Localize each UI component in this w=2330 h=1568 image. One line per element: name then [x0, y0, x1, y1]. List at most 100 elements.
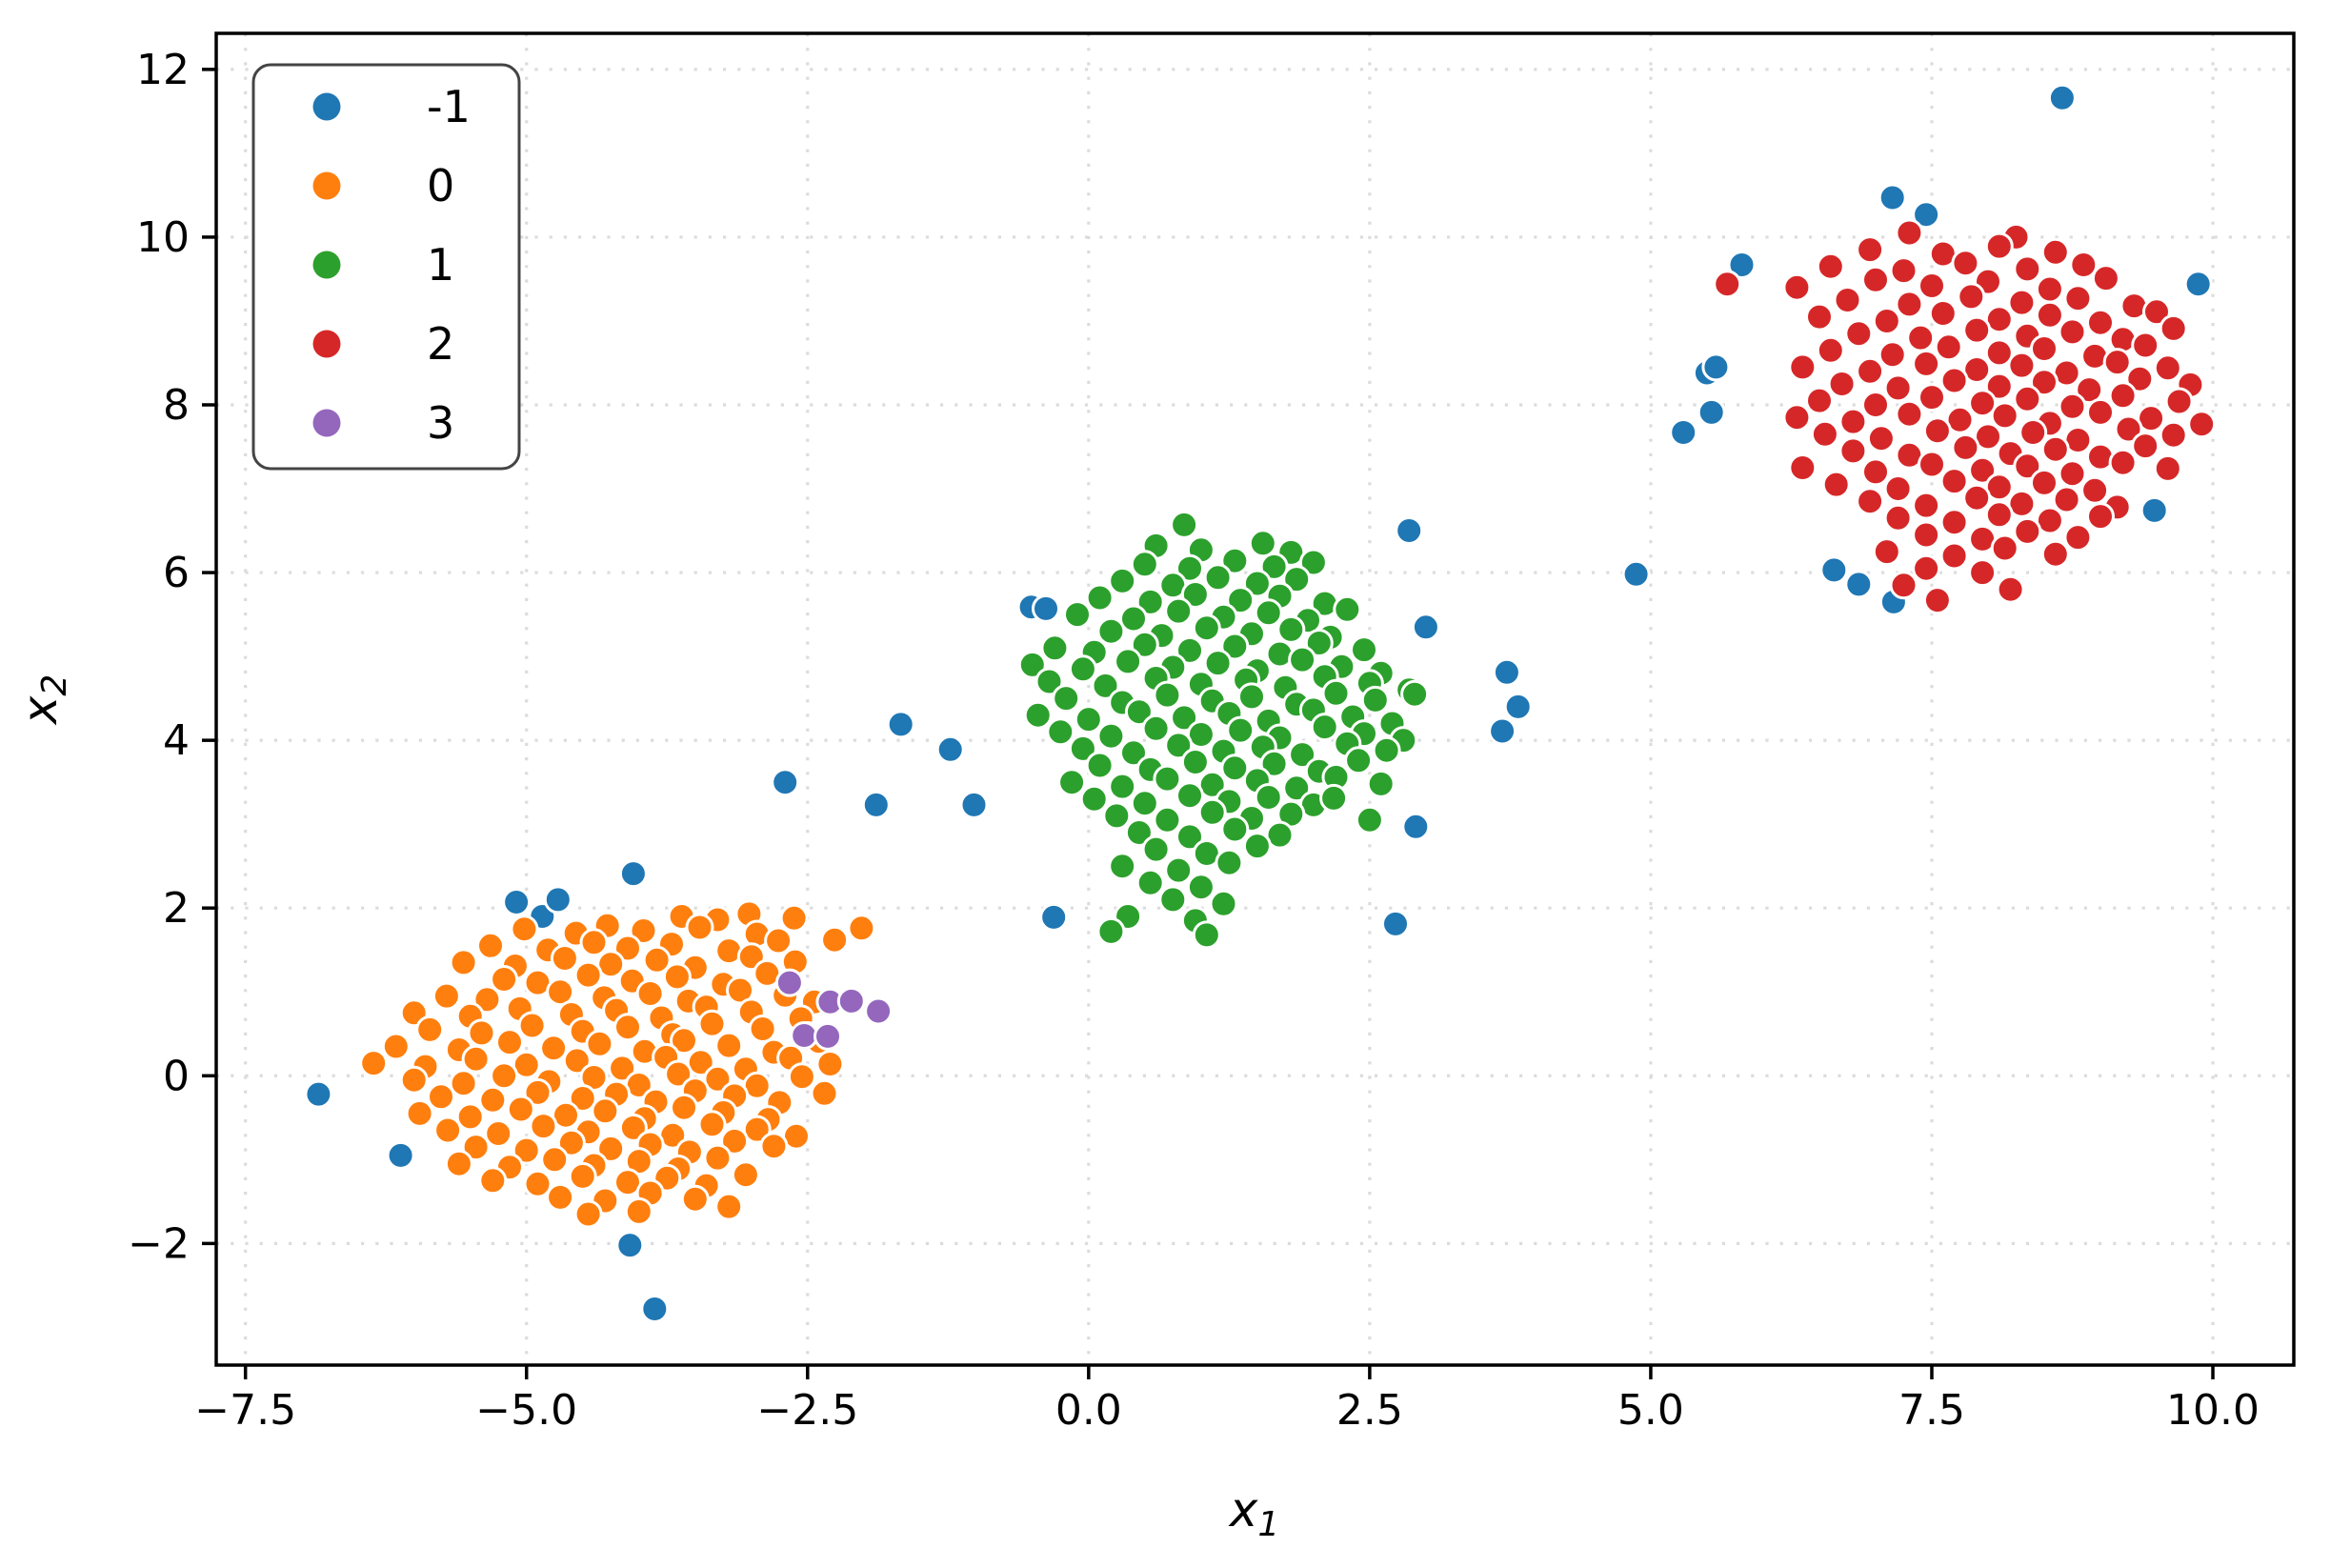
scatter-point — [1805, 386, 1834, 415]
scatter-point — [629, 916, 658, 945]
scatter-point — [2139, 495, 2169, 525]
scatter-point — [543, 885, 572, 915]
scatter-point — [1310, 713, 1339, 742]
scatter-point — [697, 1110, 727, 1139]
scatter-point — [1861, 265, 1890, 294]
legend: -1 0 1 2 3 — [251, 63, 521, 471]
scatter-point — [490, 965, 519, 994]
scatter-point — [512, 1050, 541, 1079]
scatter-point — [771, 768, 800, 797]
y-tick-label: 0 — [163, 1052, 190, 1100]
scatter-point — [2131, 331, 2160, 360]
scatter-point — [2035, 506, 2064, 535]
legend-label-3: 3 — [427, 397, 454, 449]
scatter-point — [1918, 383, 1946, 412]
scatter-point — [2040, 237, 2070, 267]
scatter-point — [1912, 491, 1941, 520]
scatter-point — [2142, 297, 2171, 327]
scatter-point — [1939, 366, 1969, 395]
legend-label--1: -1 — [427, 81, 471, 132]
scatter-point — [2153, 453, 2182, 483]
scatter-point — [759, 1132, 789, 1161]
scatter-point — [1782, 272, 1812, 302]
scatter-cluster-2 — [1713, 218, 2217, 615]
scatter-point — [1079, 784, 1109, 814]
scatter-point — [2153, 353, 2182, 383]
scatter-point — [2058, 317, 2087, 347]
scatter-point — [1215, 848, 1244, 877]
scatter-point — [2063, 523, 2093, 553]
scatter-point — [1153, 764, 1182, 794]
scatter-point — [596, 1134, 626, 1163]
scatter-point — [1895, 218, 1924, 248]
scatter-point — [1180, 580, 1210, 609]
scatter-point — [1895, 290, 1924, 319]
scatter-point — [1158, 885, 1188, 915]
scatter-point — [1170, 703, 1199, 733]
scatter-point — [2159, 313, 2188, 343]
scatter-point — [1226, 586, 1255, 615]
y-axis-label-main: x — [11, 695, 68, 725]
scatter-point — [1130, 789, 1159, 818]
scatter-point — [506, 1095, 535, 1124]
scatter-point — [1984, 500, 2014, 530]
scatter-point — [405, 1098, 434, 1128]
x-tick-label: 7.5 — [1898, 1386, 1965, 1435]
y-tick-label: 10 — [136, 213, 190, 262]
y-axis-label-subscript: 2 — [34, 673, 74, 696]
scatter-point — [1878, 183, 1907, 212]
scatter-point — [529, 1112, 558, 1141]
scatter-point — [618, 859, 648, 889]
legend-marker-1 — [312, 251, 341, 279]
scatter-point — [790, 1021, 819, 1050]
scatter-point — [864, 996, 894, 1026]
scatter-point — [779, 903, 809, 933]
scatter-point — [935, 734, 965, 764]
scatter-point — [1108, 566, 1137, 595]
scatter-point — [886, 710, 915, 739]
legend-marker-0 — [312, 171, 341, 200]
scatter-point — [359, 1049, 389, 1078]
scatter-point — [2091, 264, 2120, 293]
scatter-point — [1968, 455, 1998, 485]
scatter-point — [764, 926, 793, 955]
scatter-cluster-1 — [1017, 510, 1430, 950]
scatter-point — [1984, 338, 2014, 368]
scatter-point — [613, 1013, 642, 1042]
scatter-point — [664, 1059, 693, 1089]
x-tick-label: −5.0 — [475, 1386, 577, 1435]
scatter-point — [1063, 600, 1092, 630]
scatter-point — [1883, 503, 1913, 533]
legend-marker--1 — [312, 92, 341, 121]
scatter-point — [836, 986, 866, 1015]
scatter-point — [1922, 416, 1952, 446]
scatter-point — [1912, 200, 1941, 230]
scatter-point — [2047, 83, 2077, 112]
scatter-point — [1951, 249, 1980, 278]
scatter-point — [1962, 315, 1992, 345]
scatter-point — [585, 1029, 614, 1058]
scatter-point — [714, 1192, 744, 1221]
scatter-point — [820, 925, 850, 955]
scatter-point — [787, 1062, 816, 1092]
scatter-point — [1153, 805, 1182, 834]
scatter-point — [618, 1113, 648, 1142]
scatter-point — [1068, 654, 1097, 684]
scatter-point — [615, 1231, 645, 1260]
scatter-point — [1968, 558, 1998, 588]
scatter-point — [1192, 613, 1221, 643]
scatter-point — [748, 1015, 777, 1043]
scatter-point — [2137, 404, 2166, 433]
scatter-point — [1091, 671, 1120, 700]
scatter-point — [1866, 424, 1896, 453]
scatter-point — [1164, 731, 1194, 760]
scatter-point — [1276, 614, 1306, 644]
scatter-point — [540, 1145, 570, 1175]
scatter-point — [2007, 288, 2037, 317]
ticks — [202, 68, 2215, 1379]
scatter-point — [1883, 474, 1913, 503]
scatter-point — [1017, 650, 1047, 679]
scatter-point — [2035, 300, 2064, 330]
scatter-point — [1697, 397, 1726, 427]
